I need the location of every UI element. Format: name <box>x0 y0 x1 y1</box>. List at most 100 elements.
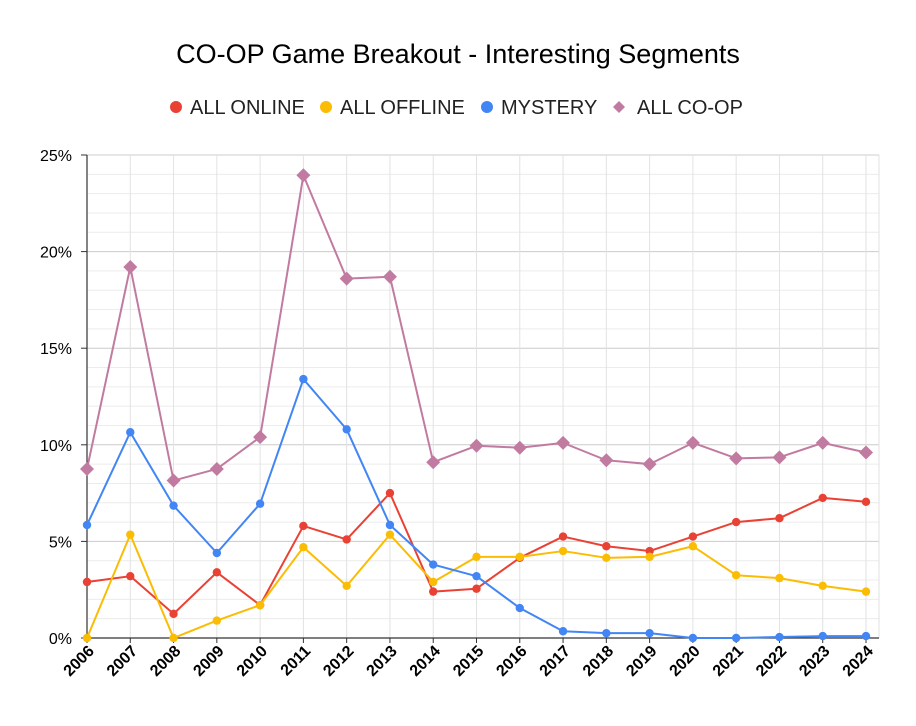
data-point <box>469 438 484 453</box>
y-tick-label: 10% <box>40 438 72 455</box>
legend-marker <box>170 101 182 113</box>
data-point <box>209 461 224 476</box>
data-point <box>558 546 568 556</box>
x-tick-label: 2022 <box>753 643 790 680</box>
data-point <box>82 577 92 587</box>
data-point <box>602 628 611 638</box>
x-tick-label: 2010 <box>234 643 271 680</box>
data-point <box>815 435 830 450</box>
data-point <box>818 493 827 503</box>
data-point <box>512 440 527 455</box>
x-tick-label: 2007 <box>104 643 141 680</box>
data-point <box>82 520 92 530</box>
data-point <box>169 609 178 619</box>
x-tick-label: 2008 <box>147 643 184 680</box>
data-point <box>472 571 481 581</box>
data-point <box>558 627 568 636</box>
y-tick-label: 25% <box>40 148 72 165</box>
data-point <box>731 633 741 643</box>
legend-label: ALL OFFLINE <box>340 97 465 119</box>
x-tick-label: 2024 <box>840 643 877 680</box>
data-point <box>688 532 698 541</box>
data-point <box>342 425 351 434</box>
data-point <box>731 571 741 580</box>
data-point <box>255 600 265 610</box>
legend-marker <box>320 101 332 113</box>
y-tick-label: 5% <box>49 534 72 551</box>
data-point <box>772 450 787 465</box>
series-layer <box>80 168 873 643</box>
legend-label: ALL CO-OP <box>637 97 743 119</box>
data-point <box>126 571 135 581</box>
data-point <box>818 631 827 641</box>
y-tick-label: 0% <box>49 631 72 648</box>
x-tick-label: 2020 <box>667 643 704 680</box>
data-point <box>642 457 657 472</box>
x-tick-label: 2011 <box>278 643 315 680</box>
series-mystery <box>82 374 871 643</box>
y-tick-label: 20% <box>40 245 72 262</box>
data-point <box>429 587 438 596</box>
x-tick-label: 2009 <box>190 643 227 680</box>
data-point <box>688 633 698 643</box>
y-tick-label: 15% <box>40 341 72 358</box>
legend-marker <box>613 101 625 113</box>
legend-marker <box>481 101 493 113</box>
data-point <box>429 577 438 587</box>
data-point <box>558 532 568 541</box>
series-all-co-op <box>80 168 873 488</box>
data-point <box>126 428 135 437</box>
data-point <box>515 552 524 562</box>
data-point <box>382 269 397 284</box>
data-point <box>169 501 178 510</box>
data-point <box>775 632 784 642</box>
data-point <box>818 581 827 591</box>
gridlines <box>87 154 880 638</box>
data-point <box>688 542 698 551</box>
data-point <box>599 453 614 468</box>
data-point <box>472 552 481 562</box>
data-point <box>299 542 308 552</box>
data-point <box>775 573 784 583</box>
data-point <box>861 587 871 596</box>
data-point <box>299 374 308 384</box>
x-tick-label: 2018 <box>580 643 617 680</box>
data-point <box>556 435 571 450</box>
data-point <box>602 553 611 563</box>
data-point <box>253 430 268 445</box>
data-point <box>255 499 265 508</box>
data-point <box>212 568 222 577</box>
x-tick-label: 2017 <box>537 643 574 680</box>
data-point <box>685 435 700 450</box>
data-point <box>385 488 395 498</box>
x-tick-label: 2014 <box>407 643 444 680</box>
data-point <box>861 497 871 506</box>
data-point <box>296 168 311 183</box>
data-point <box>385 530 395 539</box>
data-point <box>645 552 654 562</box>
data-point <box>342 581 351 591</box>
x-tick-label: 2012 <box>320 643 357 680</box>
data-point <box>212 548 222 558</box>
x-tick-label: 2019 <box>623 643 660 680</box>
data-point <box>731 517 741 527</box>
data-point <box>645 546 654 556</box>
x-tick-label: 2013 <box>364 643 401 680</box>
data-point <box>602 542 611 551</box>
x-tick-label: 2016 <box>493 643 530 680</box>
x-tick-label: 2023 <box>796 643 833 680</box>
data-point <box>299 521 308 531</box>
data-point <box>729 451 744 466</box>
data-point <box>212 616 222 625</box>
data-point <box>166 473 181 488</box>
axes <box>86 155 879 639</box>
legend: ALL ONLINE ALL OFFLINE MYSTERY ALL CO-OP <box>170 97 743 119</box>
data-point <box>429 560 438 569</box>
data-point <box>126 530 135 539</box>
data-point <box>342 535 351 544</box>
x-tick-label: 2006 <box>61 643 98 680</box>
data-point <box>859 445 873 460</box>
y-axis-ticks: 0% 5% 10% 15% 20% 25% <box>40 148 87 648</box>
data-point <box>339 271 354 286</box>
